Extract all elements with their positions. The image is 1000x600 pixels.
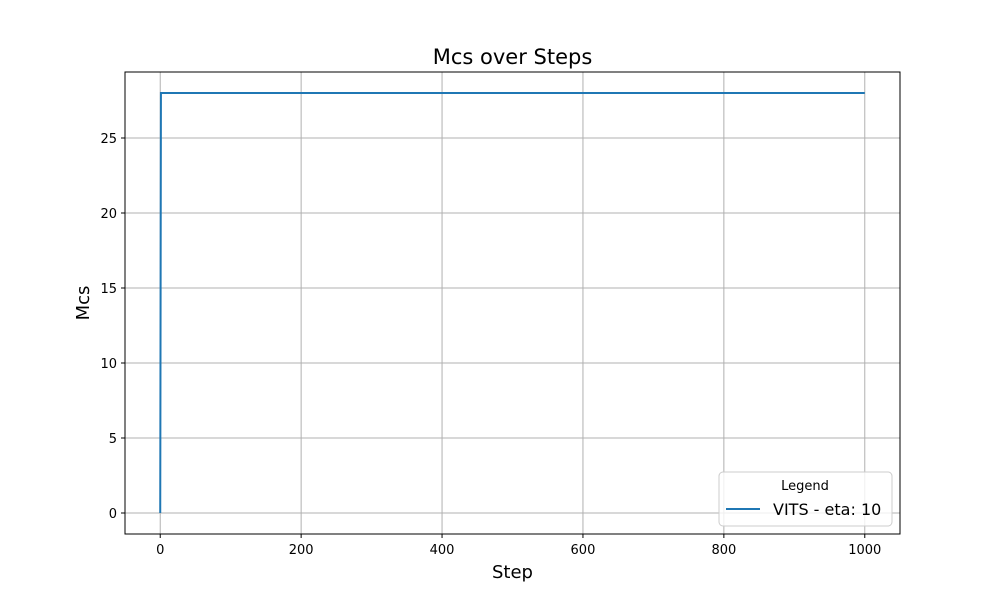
chart-title: Mcs over Steps bbox=[433, 45, 593, 69]
plot-area bbox=[125, 72, 900, 534]
x-tick-label: 1000 bbox=[848, 543, 881, 558]
y-axis-label: Mcs bbox=[73, 286, 94, 321]
x-tick-label: 0 bbox=[156, 543, 164, 558]
y-axis-ticks: 0 5 10 15 20 25 bbox=[100, 132, 125, 522]
x-tick-label: 200 bbox=[289, 543, 314, 558]
y-tick-label: 10 bbox=[100, 357, 117, 372]
legend-label: VITS - eta: 10 bbox=[773, 500, 881, 519]
y-tick-label: 0 bbox=[109, 507, 117, 522]
plot-background bbox=[125, 72, 900, 534]
series-layer bbox=[159, 92, 865, 514]
x-tick-label: 400 bbox=[430, 543, 455, 558]
y-tick-label: 20 bbox=[100, 207, 117, 222]
legend: Legend VITS - eta: 10 bbox=[718, 471, 893, 527]
y-tick-label: 25 bbox=[100, 132, 117, 147]
plot-frame bbox=[124, 71, 901, 535]
y-tick-label: 5 bbox=[109, 432, 117, 447]
x-tick-label: 800 bbox=[711, 543, 736, 558]
legend-box bbox=[718, 471, 893, 527]
legend-title: Legend bbox=[781, 479, 829, 494]
series-line bbox=[159, 92, 865, 514]
x-axis-ticks: 0 200 400 600 800 1000 bbox=[156, 534, 881, 558]
x-axis-label: Step bbox=[492, 562, 533, 583]
y-tick-label: 15 bbox=[100, 282, 117, 297]
x-tick-label: 600 bbox=[571, 543, 596, 558]
